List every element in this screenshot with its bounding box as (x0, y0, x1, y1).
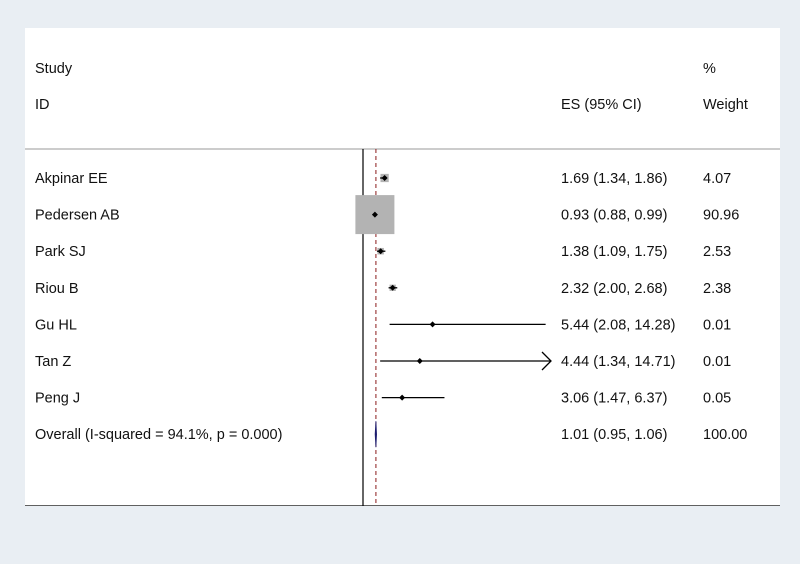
study-row: Gu HL 5.44 (2.08, 14.28) 0.01 (35, 317, 731, 333)
es-label: 2.32 (2.00, 2.68) (561, 281, 667, 297)
study-name: Tan Z (35, 354, 71, 370)
study-name: Akpinar EE (35, 171, 108, 187)
point-estimate (371, 211, 378, 218)
weight-label: 4.07 (703, 171, 731, 187)
study-name: Riou B (35, 281, 79, 297)
header-weight-percent: % (703, 61, 716, 77)
study-name: Peng J (35, 391, 80, 407)
header-weight: Weight (703, 97, 748, 113)
es-label: 4.44 (1.34, 14.71) (561, 354, 675, 370)
point-estimate (389, 284, 396, 291)
weight-label: 0.05 (703, 391, 731, 407)
ci-arrow (541, 351, 552, 371)
overall-name: Overall (I-squared = 94.1%, p = 0.000) (35, 427, 282, 443)
study-row: Peng J 3.06 (1.47, 6.37) 0.05 (35, 391, 731, 407)
overall-es-label: 1.01 (0.95, 1.06) (561, 427, 667, 443)
weight-label: 0.01 (703, 354, 731, 370)
es-label: 1.38 (1.09, 1.75) (561, 244, 667, 260)
point-estimate (416, 358, 423, 364)
study-row: Pedersen AB 0.93 (0.88, 0.99) 90.96 (35, 195, 739, 235)
overall-diamond (374, 421, 377, 448)
overall-row: Overall (I-squared = 94.1%, p = 0.000) 1.… (35, 421, 747, 448)
weight-label: 90.96 (703, 208, 739, 224)
weight-label: 2.38 (703, 281, 731, 297)
forest-plot: Study ID ES (95% CI) % Weight Akpinar EE… (25, 61, 780, 506)
study-row: Tan Z 4.44 (1.34, 14.71) 0.01 (35, 351, 731, 371)
study-row: Riou B 2.32 (2.00, 2.68) 2.38 (35, 281, 731, 297)
study-name: Gu HL (35, 317, 77, 333)
study-row: Akpinar EE 1.69 (1.34, 1.86) 4.07 (35, 171, 731, 187)
header-study: Study (35, 61, 73, 77)
point-estimate (429, 321, 436, 328)
overall-weight-label: 100.00 (703, 427, 747, 443)
weight-label: 0.01 (703, 317, 731, 333)
es-label: 5.44 (2.08, 14.28) (561, 317, 675, 333)
header-es: ES (95% CI) (561, 97, 642, 113)
point-estimate (399, 394, 406, 401)
header-id: ID (35, 97, 50, 113)
study-name: Pedersen AB (35, 208, 120, 224)
es-label: 0.93 (0.88, 0.99) (561, 208, 667, 224)
weight-label: 2.53 (703, 244, 731, 260)
es-label: 1.69 (1.34, 1.86) (561, 171, 667, 187)
study-row: Park SJ 1.38 (1.09, 1.75) 2.53 (35, 244, 731, 260)
es-label: 3.06 (1.47, 6.37) (561, 391, 667, 407)
study-rows: Akpinar EE 1.69 (1.34, 1.86) 4.07 Pedersen … (35, 171, 747, 448)
study-name: Park SJ (35, 244, 86, 260)
plot-area: Study ID ES (95% CI) % Weight Akpinar EE… (25, 28, 780, 506)
point-estimate (377, 248, 384, 255)
point-estimate (381, 175, 388, 181)
